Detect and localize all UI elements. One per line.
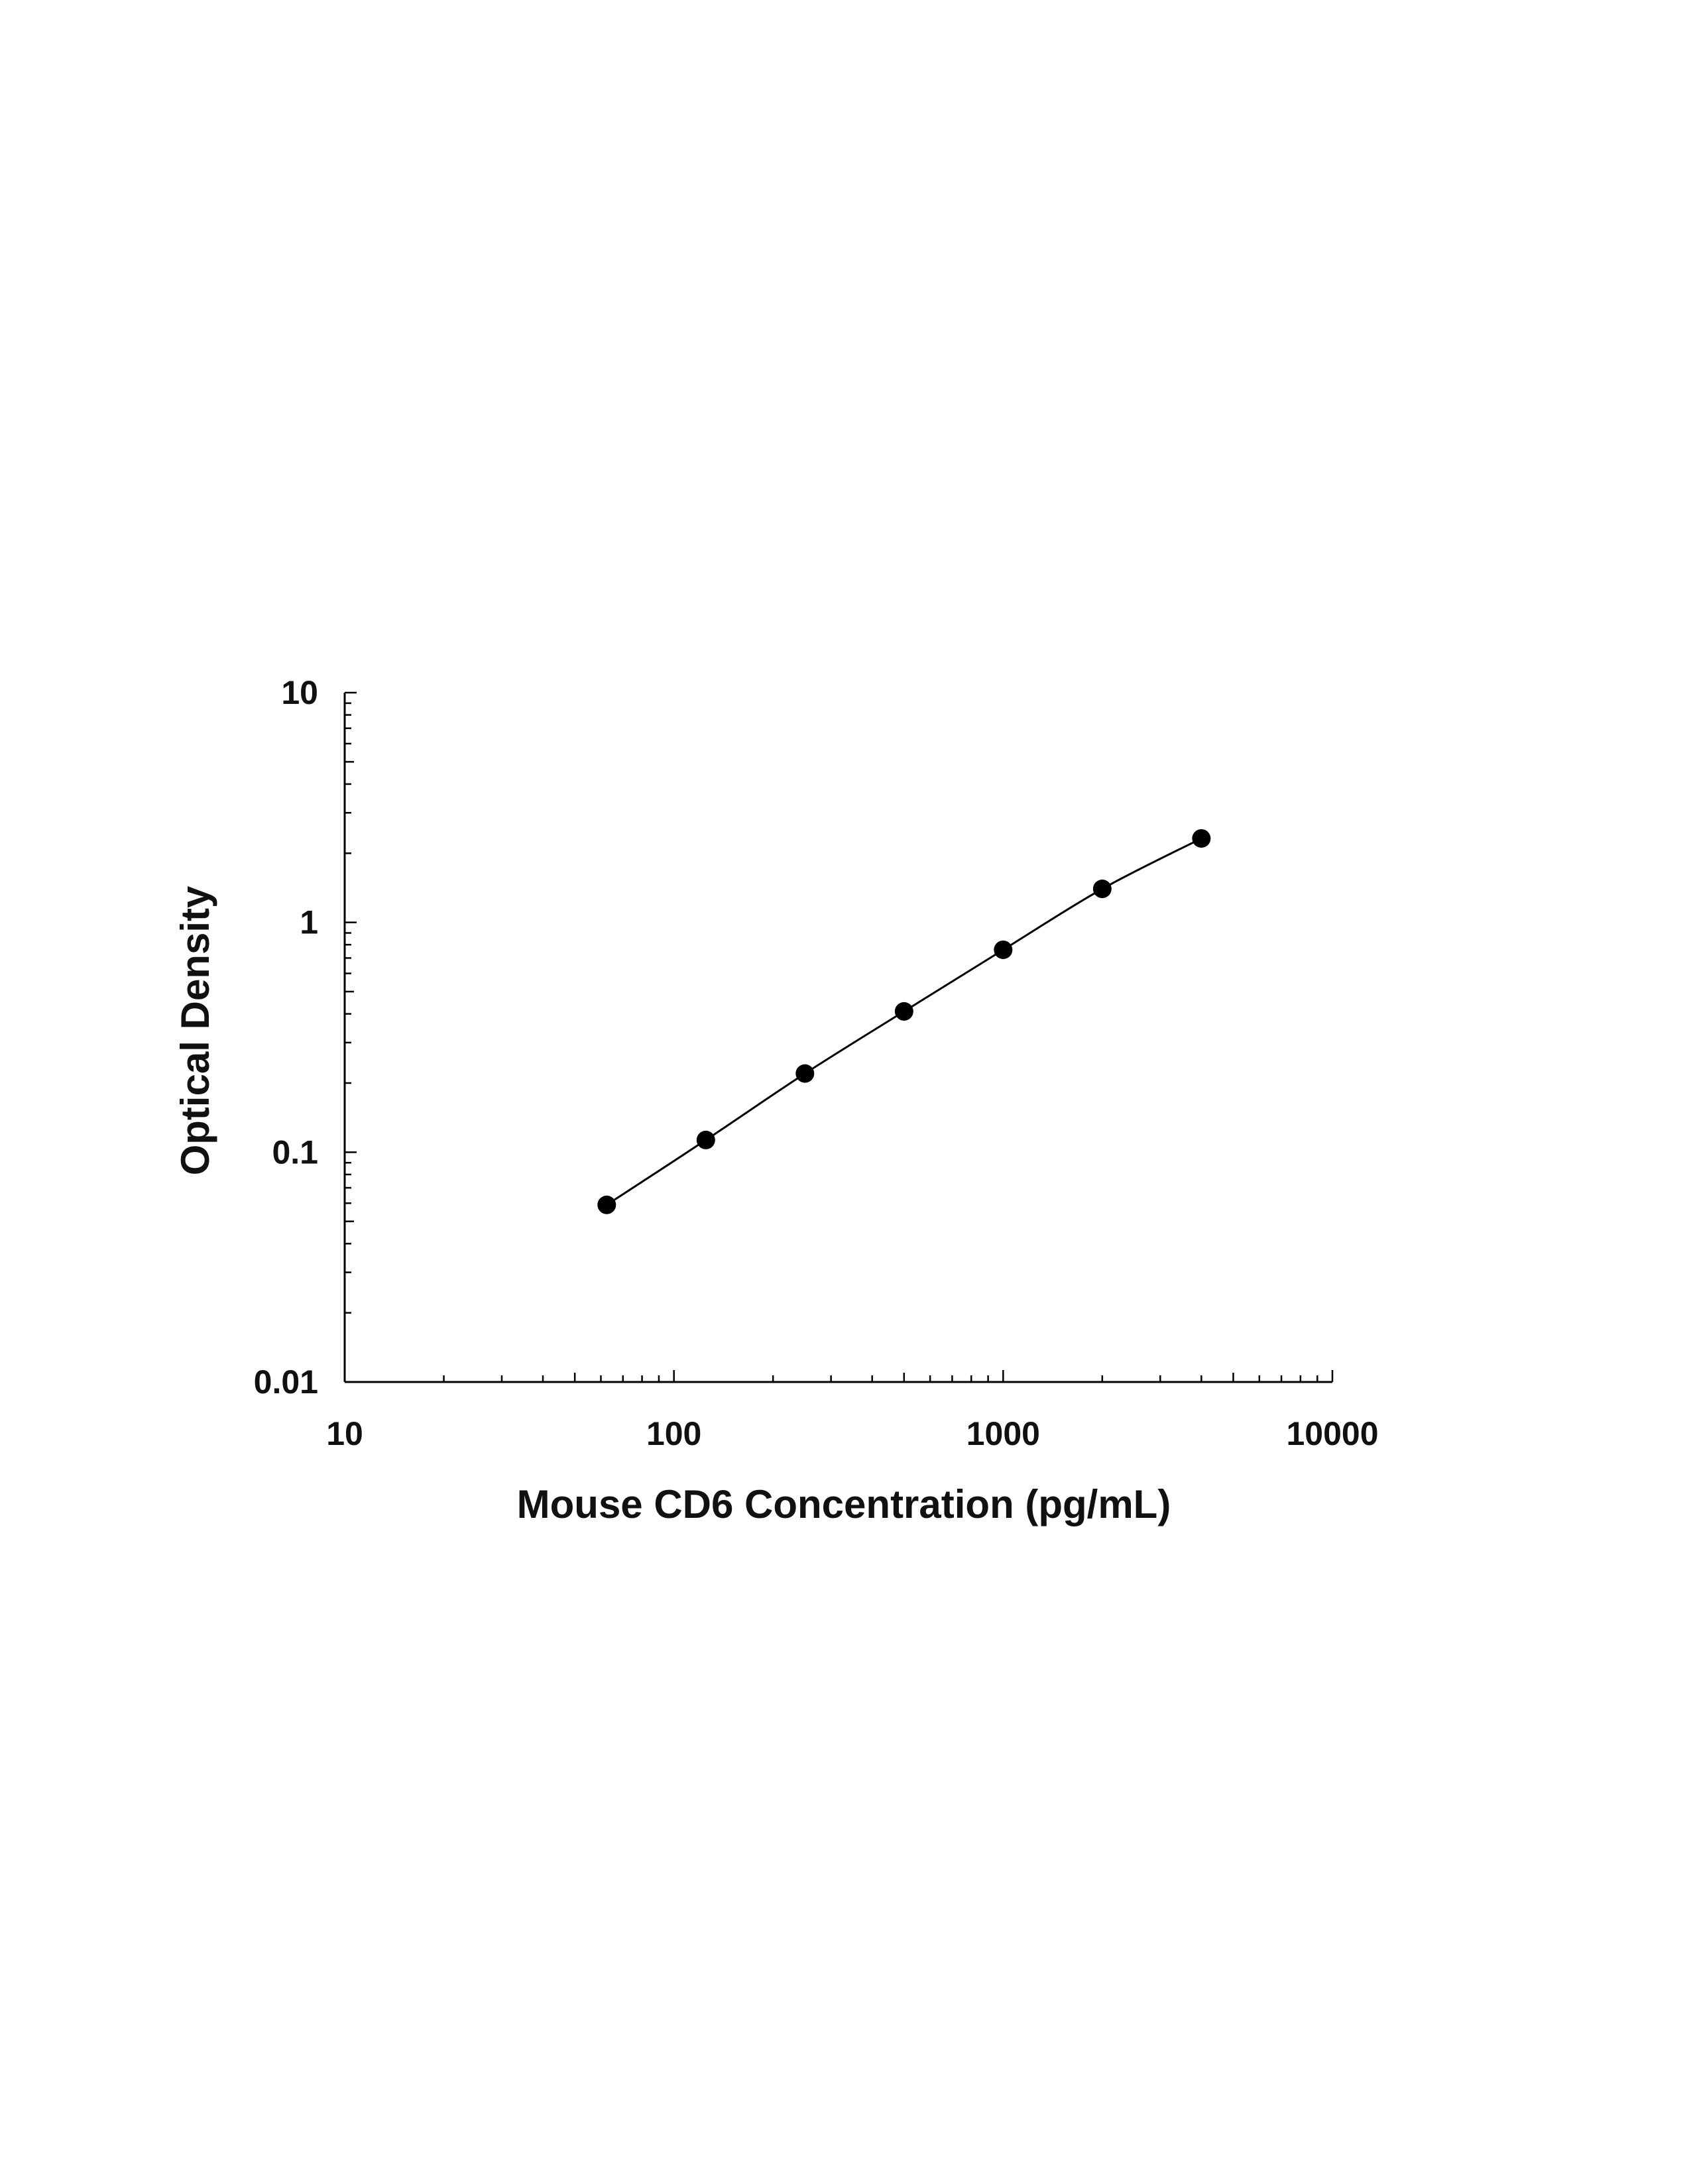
x-tick-label: 1000 (966, 1415, 1040, 1452)
data-point (1092, 880, 1112, 899)
axes (343, 693, 1332, 1383)
x-axis-title: Mouse CD6 Concentration (pg/mL) (517, 1482, 1171, 1526)
fit-curve (606, 837, 1202, 1206)
tick-labels: 10 100 1000 10000 0.01 0.1 1 10 (254, 674, 1379, 1452)
y-tick-label: 10 (281, 674, 318, 711)
x-tick-label: 100 (646, 1415, 701, 1452)
data-point (894, 1002, 913, 1021)
data-point (597, 1195, 616, 1214)
y-tick-label: 0.01 (254, 1363, 318, 1401)
y-tick-label: 1 (300, 904, 318, 941)
data-point (994, 940, 1013, 959)
data-point (696, 1130, 715, 1149)
data-points (597, 829, 1211, 1214)
tick-marks (343, 691, 1334, 1383)
x-tick-label: 10000 (1286, 1415, 1378, 1452)
x-tick-label: 10 (326, 1415, 363, 1452)
data-point (1192, 829, 1211, 848)
data-point (795, 1064, 815, 1083)
y-tick-label: 0.1 (272, 1133, 318, 1171)
y-axis-title: Optical Density (173, 886, 217, 1175)
